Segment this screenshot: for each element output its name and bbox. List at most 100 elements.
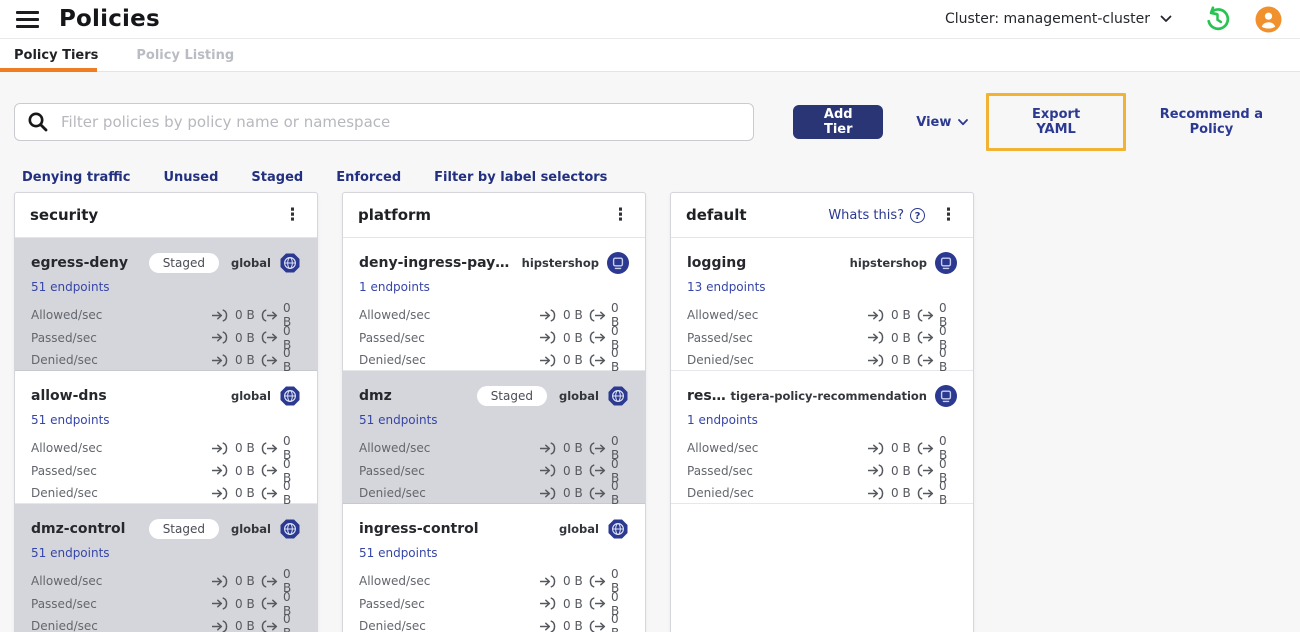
metric-row: Denied/sec 0 B 0 B bbox=[31, 346, 301, 374]
metric-label: Denied/sec bbox=[687, 486, 754, 501]
kebab-menu-icon[interactable]: ⋮ bbox=[612, 204, 629, 225]
filter-enforced[interactable]: Enforced bbox=[336, 170, 402, 185]
cluster-selector-label: Cluster: management-cluster bbox=[944, 11, 1150, 27]
outbound-traffic-icon bbox=[587, 309, 606, 322]
policy-card[interactable]: dmz Staged global 51 endpoints Allowed/s… bbox=[343, 371, 645, 507]
metric-label: Allowed/sec bbox=[359, 441, 431, 456]
outbound-traffic-value: 0 B bbox=[283, 456, 292, 485]
inbound-traffic-value: 0 B bbox=[563, 308, 583, 323]
search-input[interactable] bbox=[59, 112, 742, 132]
outbound-traffic-icon bbox=[587, 354, 606, 367]
inbound-traffic-icon bbox=[867, 331, 886, 344]
cluster-selector[interactable]: Cluster: management-cluster bbox=[945, 11, 1172, 27]
metric-row: Passed/sec 0 B 0 B bbox=[687, 457, 957, 485]
tab-policy-tiers[interactable]: Policy Tiers bbox=[14, 48, 99, 63]
filter-by-label-selectors[interactable]: Filter by label selectors bbox=[434, 170, 608, 185]
inbound-traffic-value: 0 B bbox=[235, 308, 255, 323]
policy-name: logging bbox=[687, 254, 747, 271]
inbound-traffic-icon bbox=[539, 354, 558, 367]
policy-card-top: ingress-control global bbox=[359, 516, 629, 541]
inbound-traffic-value: 0 B bbox=[563, 574, 583, 589]
tab-policy-listing[interactable]: Policy Listing bbox=[136, 48, 235, 63]
metric-label: Denied/sec bbox=[359, 619, 426, 632]
filter-unused[interactable]: Unused bbox=[163, 170, 219, 185]
view-button[interactable]: View bbox=[910, 114, 974, 131]
view-button-label: View bbox=[916, 114, 952, 130]
outbound-traffic-value: 0 B bbox=[611, 567, 620, 596]
policy-name: dmz-control bbox=[31, 520, 126, 537]
recommend-policy-button[interactable]: Recommend a Policy bbox=[1137, 106, 1286, 138]
inbound-traffic-icon bbox=[211, 331, 230, 344]
outbound-traffic-icon bbox=[259, 464, 278, 477]
metric-row: Allowed/sec 0 B 0 B bbox=[31, 301, 301, 329]
policy-card[interactable]: ingress-control global 51 endpoints Allo… bbox=[343, 504, 645, 632]
outbound-traffic-icon bbox=[915, 309, 934, 322]
inbound-traffic-value: 0 B bbox=[235, 486, 255, 501]
metric-label: Denied/sec bbox=[31, 486, 98, 501]
page-title: Policies bbox=[59, 6, 160, 32]
endpoints-link[interactable]: 51 endpoints bbox=[31, 280, 110, 294]
inbound-traffic-value: 0 B bbox=[563, 596, 583, 611]
filter-staged[interactable]: Staged bbox=[251, 170, 304, 185]
endpoints-link[interactable]: 1 endpoints bbox=[687, 413, 758, 427]
tier-header: default Whats this? ? ⋮ bbox=[671, 193, 973, 238]
metric-label: Denied/sec bbox=[359, 353, 426, 368]
metric-row: Denied/sec 0 B 0 B bbox=[359, 612, 629, 632]
endpoints-link[interactable]: 1 endpoints bbox=[359, 280, 430, 294]
user-avatar[interactable] bbox=[1255, 6, 1282, 33]
policy-card[interactable]: dmz-control Staged global 51 endpoints A… bbox=[15, 504, 317, 632]
history-icon[interactable] bbox=[1204, 5, 1231, 33]
help-icon: ? bbox=[910, 207, 925, 223]
outbound-traffic-value: 0 B bbox=[283, 567, 292, 596]
endpoints-link[interactable]: 51 endpoints bbox=[31, 546, 110, 560]
policy-search-box bbox=[14, 103, 755, 141]
outbound-traffic-icon bbox=[915, 331, 934, 344]
inbound-traffic-icon bbox=[539, 487, 558, 500]
outbound-traffic-value: 0 B bbox=[611, 434, 620, 463]
policy-metrics: Allowed/sec 0 B 0 B Passed/ bbox=[359, 301, 629, 375]
endpoints-link[interactable]: 13 endpoints bbox=[687, 280, 766, 294]
policy-card[interactable]: egress-deny Staged global 51 endpoints A… bbox=[15, 238, 317, 374]
outbound-traffic-icon bbox=[259, 309, 278, 322]
policy-card[interactable]: logging hipstershop 13 endpoints Allowed… bbox=[671, 238, 973, 374]
metric-row: Allowed/sec 0 B 0 B bbox=[359, 434, 629, 463]
policy-metrics: Allowed/sec 0 B 0 B Passed/ bbox=[687, 301, 957, 374]
endpoints-link[interactable]: 51 endpoints bbox=[359, 546, 438, 560]
policy-metrics: Allowed/sec 0 B 0 B Passed/ bbox=[31, 434, 301, 507]
toolbar: Add Tier View Export YAML Recommend a Po… bbox=[14, 93, 1286, 151]
export-yaml-button[interactable]: Export YAML bbox=[986, 93, 1126, 151]
metric-row: Passed/sec 0 B 0 B bbox=[359, 590, 629, 618]
metric-row: Passed/sec 0 B 0 B bbox=[31, 324, 301, 352]
policy-name: egress-deny bbox=[31, 254, 129, 271]
chevron-down-icon bbox=[958, 118, 969, 126]
kebab-menu-icon[interactable]: ⋮ bbox=[284, 204, 301, 225]
policy-card-top: restricted tigera-policy-recommendation bbox=[687, 383, 957, 408]
active-tab-underline bbox=[0, 68, 97, 72]
menu-icon[interactable] bbox=[16, 10, 39, 28]
policy-scope-label: global bbox=[230, 521, 271, 536]
filter-denying-traffic[interactable]: Denying traffic bbox=[22, 170, 131, 185]
inbound-traffic-icon bbox=[211, 442, 230, 455]
tier-body: logging hipstershop 13 endpoints Allowed… bbox=[671, 238, 973, 508]
policy-card[interactable]: restricted tigera-policy-recommendation … bbox=[671, 371, 973, 508]
add-tier-button[interactable]: Add Tier bbox=[793, 105, 884, 139]
endpoints-link[interactable]: 51 endpoints bbox=[359, 413, 438, 427]
endpoints-link[interactable]: 51 endpoints bbox=[31, 413, 110, 427]
policy-scope-label: hipstershop bbox=[521, 255, 599, 270]
outbound-traffic-value: 0 B bbox=[611, 323, 620, 352]
kebab-menu-icon[interactable]: ⋮ bbox=[940, 204, 957, 225]
outbound-traffic-value: 0 B bbox=[283, 589, 292, 618]
policy-scope-label: global bbox=[230, 388, 271, 403]
outbound-traffic-value: 0 B bbox=[939, 479, 948, 508]
metric-row: Denied/sec 0 B 0 B bbox=[359, 346, 629, 375]
policy-scope-label: global bbox=[230, 255, 271, 270]
policy-card[interactable]: deny-ingress-paymentservi… hipstershop 1… bbox=[343, 238, 645, 375]
policy-metrics: Allowed/sec 0 B 0 B Passed/ bbox=[359, 567, 629, 632]
policy-card[interactable]: allow-dns global 51 endpoints Allowed/se… bbox=[15, 371, 317, 507]
whats-this-link[interactable]: Whats this? ? bbox=[828, 207, 925, 223]
outbound-traffic-value: 0 B bbox=[611, 346, 620, 375]
inbound-traffic-icon bbox=[867, 442, 886, 455]
policy-metrics: Allowed/sec 0 B 0 B Passed/ bbox=[359, 434, 629, 507]
outbound-traffic-icon bbox=[259, 575, 278, 588]
metric-row: Allowed/sec 0 B 0 B bbox=[359, 301, 629, 329]
